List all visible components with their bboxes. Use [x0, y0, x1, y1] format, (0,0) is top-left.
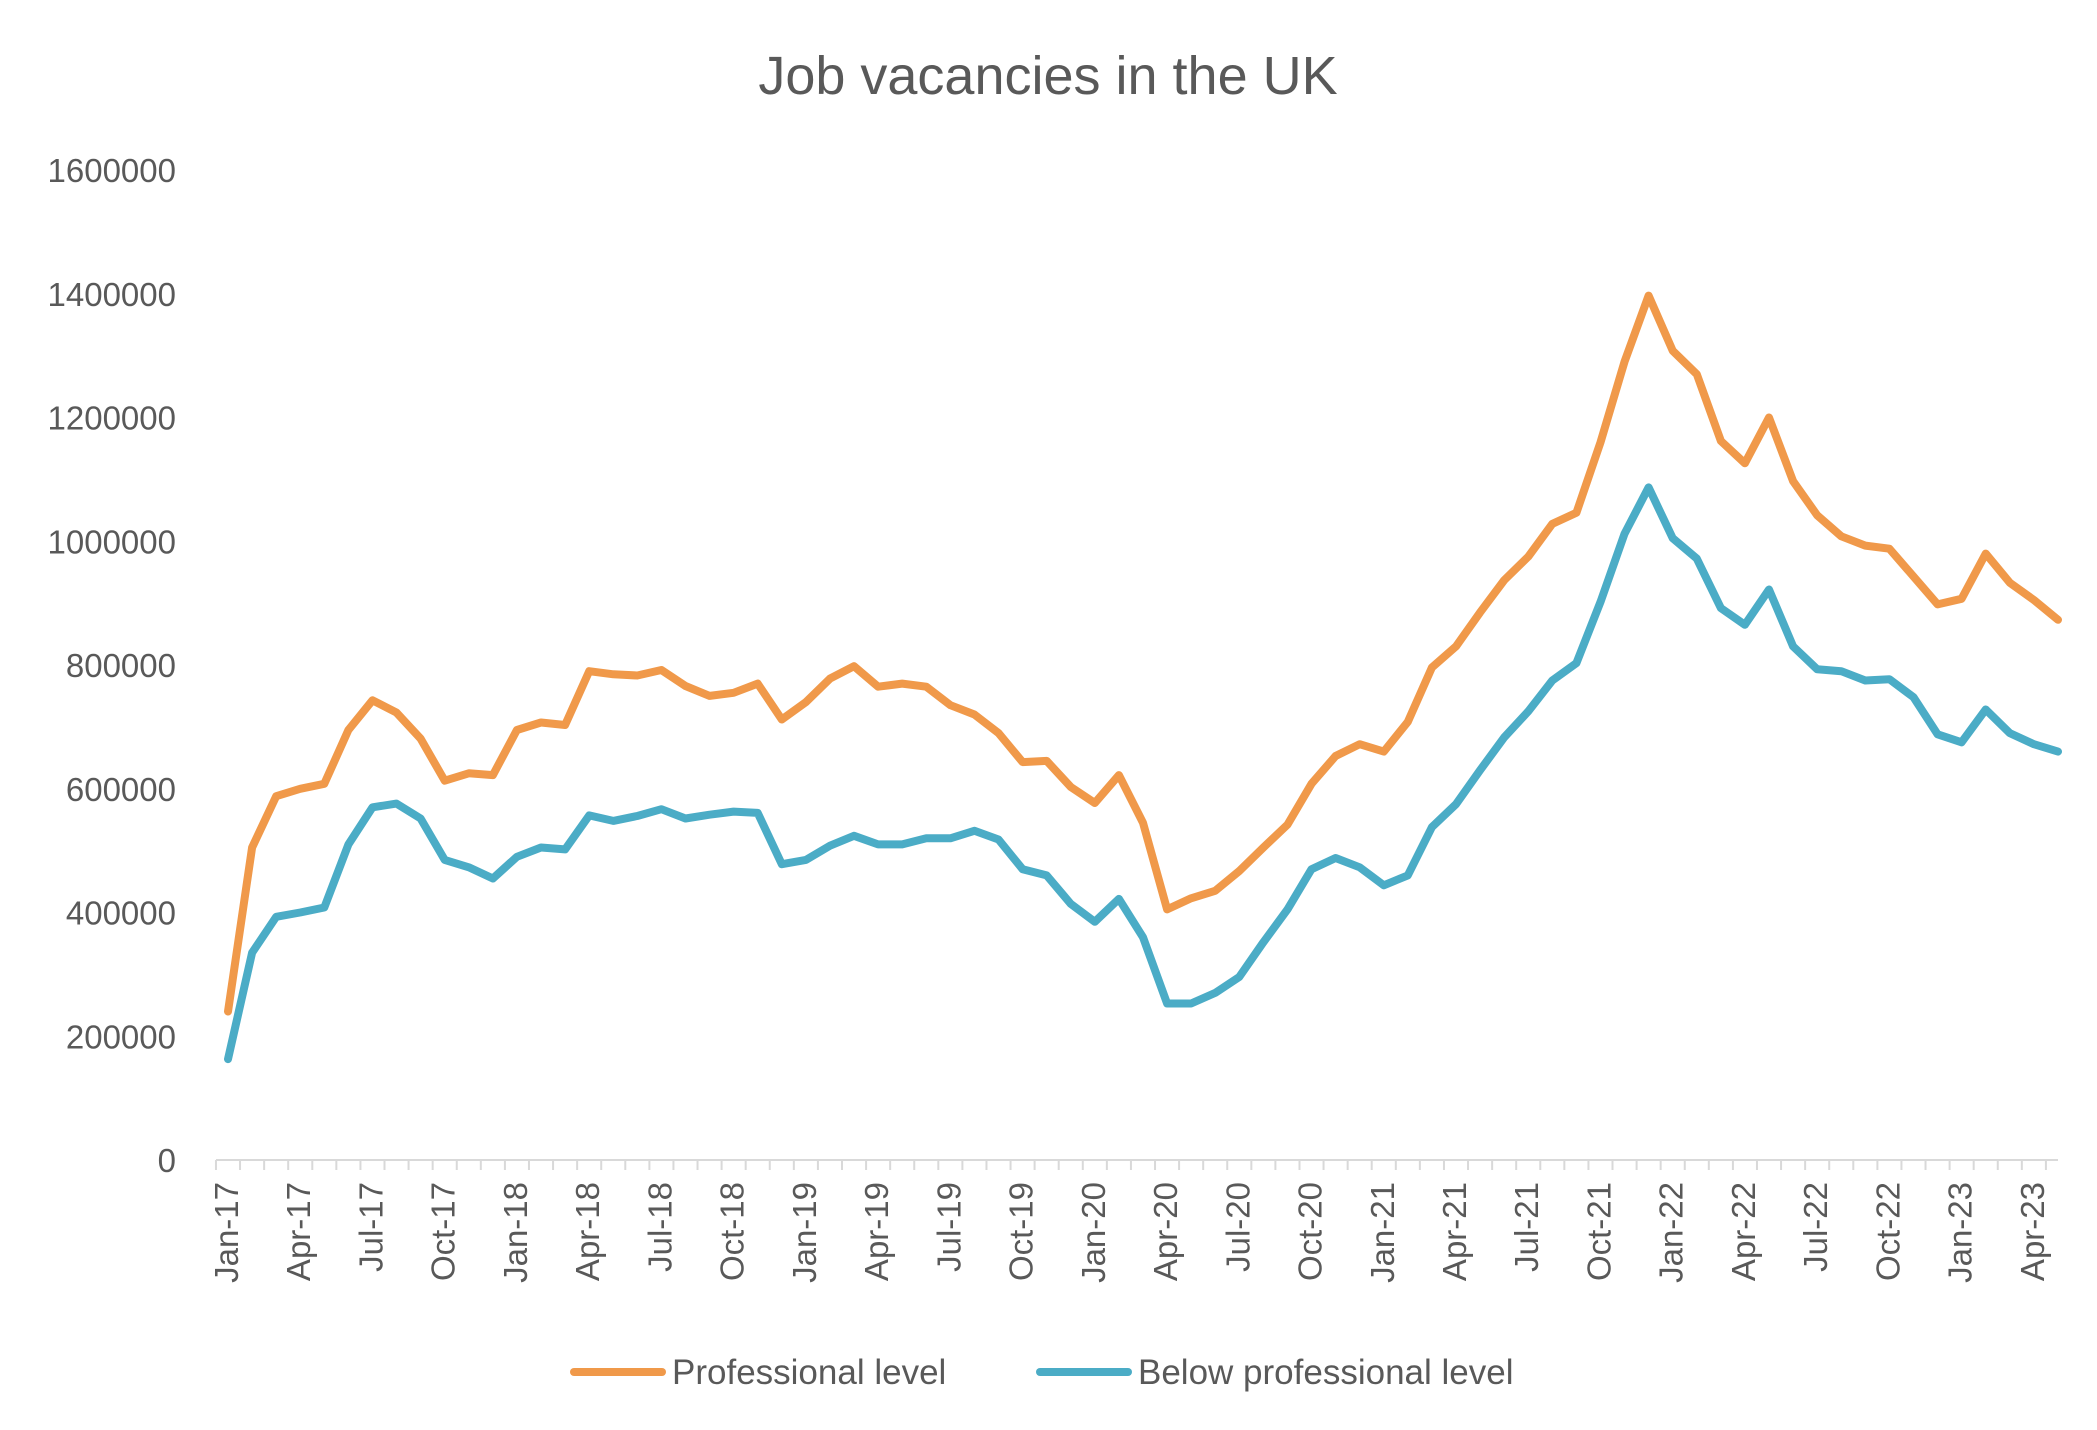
y-tick-label: 0	[158, 1142, 176, 1179]
x-axis: Jan-17 Apr-17 Jul-17 Oct-17 Jan-18 Apr-18 Jul-…	[208, 1159, 2058, 1283]
chart-title: Job vacancies in the UK	[758, 46, 1337, 106]
series-line-professional	[224, 291, 2062, 1016]
x-tick-label: Oct-21	[1580, 1182, 1617, 1281]
x-tick-label: Oct-20	[1292, 1182, 1329, 1281]
x-tick-label: Oct-18	[714, 1182, 751, 1281]
legend: Professional level Below professional lev…	[570, 1353, 1513, 1392]
x-tick-label: Oct-17	[425, 1182, 462, 1281]
x-tick-label: Jul-17	[352, 1182, 389, 1272]
x-tick-label: Jan-19	[786, 1182, 823, 1283]
x-tick-label: Jan-22	[1653, 1182, 1690, 1283]
legend-label: Professional level	[672, 1353, 946, 1392]
x-tick-label: Jan-20	[1075, 1182, 1112, 1283]
y-tick-label: 200000	[66, 1018, 176, 1055]
y-tick-label: 400000	[66, 895, 176, 932]
x-tick-label: Jul-22	[1797, 1182, 1834, 1272]
x-tick-label: Apr-18	[569, 1182, 606, 1281]
x-tick-label: Jan-23	[1942, 1182, 1979, 1283]
x-tick-label: Apr-17	[280, 1182, 317, 1281]
x-tick-label: Apr-19	[858, 1182, 895, 1281]
x-tick-label: Jan-18	[497, 1182, 534, 1283]
x-tick-label: Jul-18	[641, 1182, 678, 1272]
y-tick-label: 1600000	[48, 152, 176, 189]
y-tick-label: 600000	[66, 771, 176, 808]
y-tick-label: 1400000	[48, 276, 176, 313]
x-tick-label: Apr-21	[1436, 1182, 1473, 1281]
x-tick-label: Jul-19	[930, 1182, 967, 1272]
x-tick-label: Jan-21	[1364, 1182, 1401, 1283]
legend-label: Below professional level	[1138, 1353, 1513, 1392]
x-tick-label: Apr-20	[1147, 1182, 1184, 1281]
y-tick-label: 800000	[66, 647, 176, 684]
x-tick-label: Apr-22	[1725, 1182, 1762, 1281]
y-tick-label: 1200000	[48, 400, 176, 437]
series-line-below-professional	[224, 483, 2062, 1064]
x-tick-label: Jul-21	[1508, 1182, 1545, 1272]
x-tick-label: Apr-23	[2014, 1182, 2051, 1281]
x-tick-label: Oct-22	[1869, 1182, 1906, 1281]
series-layer	[224, 291, 2062, 1064]
x-tick-label: Oct-19	[1003, 1182, 1040, 1281]
x-tick-label: Jan-17	[208, 1182, 245, 1283]
x-tick-label: Jul-20	[1219, 1182, 1256, 1272]
y-tick-label: 1000000	[48, 523, 176, 560]
y-axis: 0 200000 400000 600000 800000 1000000 1200000 1…	[48, 152, 176, 1179]
